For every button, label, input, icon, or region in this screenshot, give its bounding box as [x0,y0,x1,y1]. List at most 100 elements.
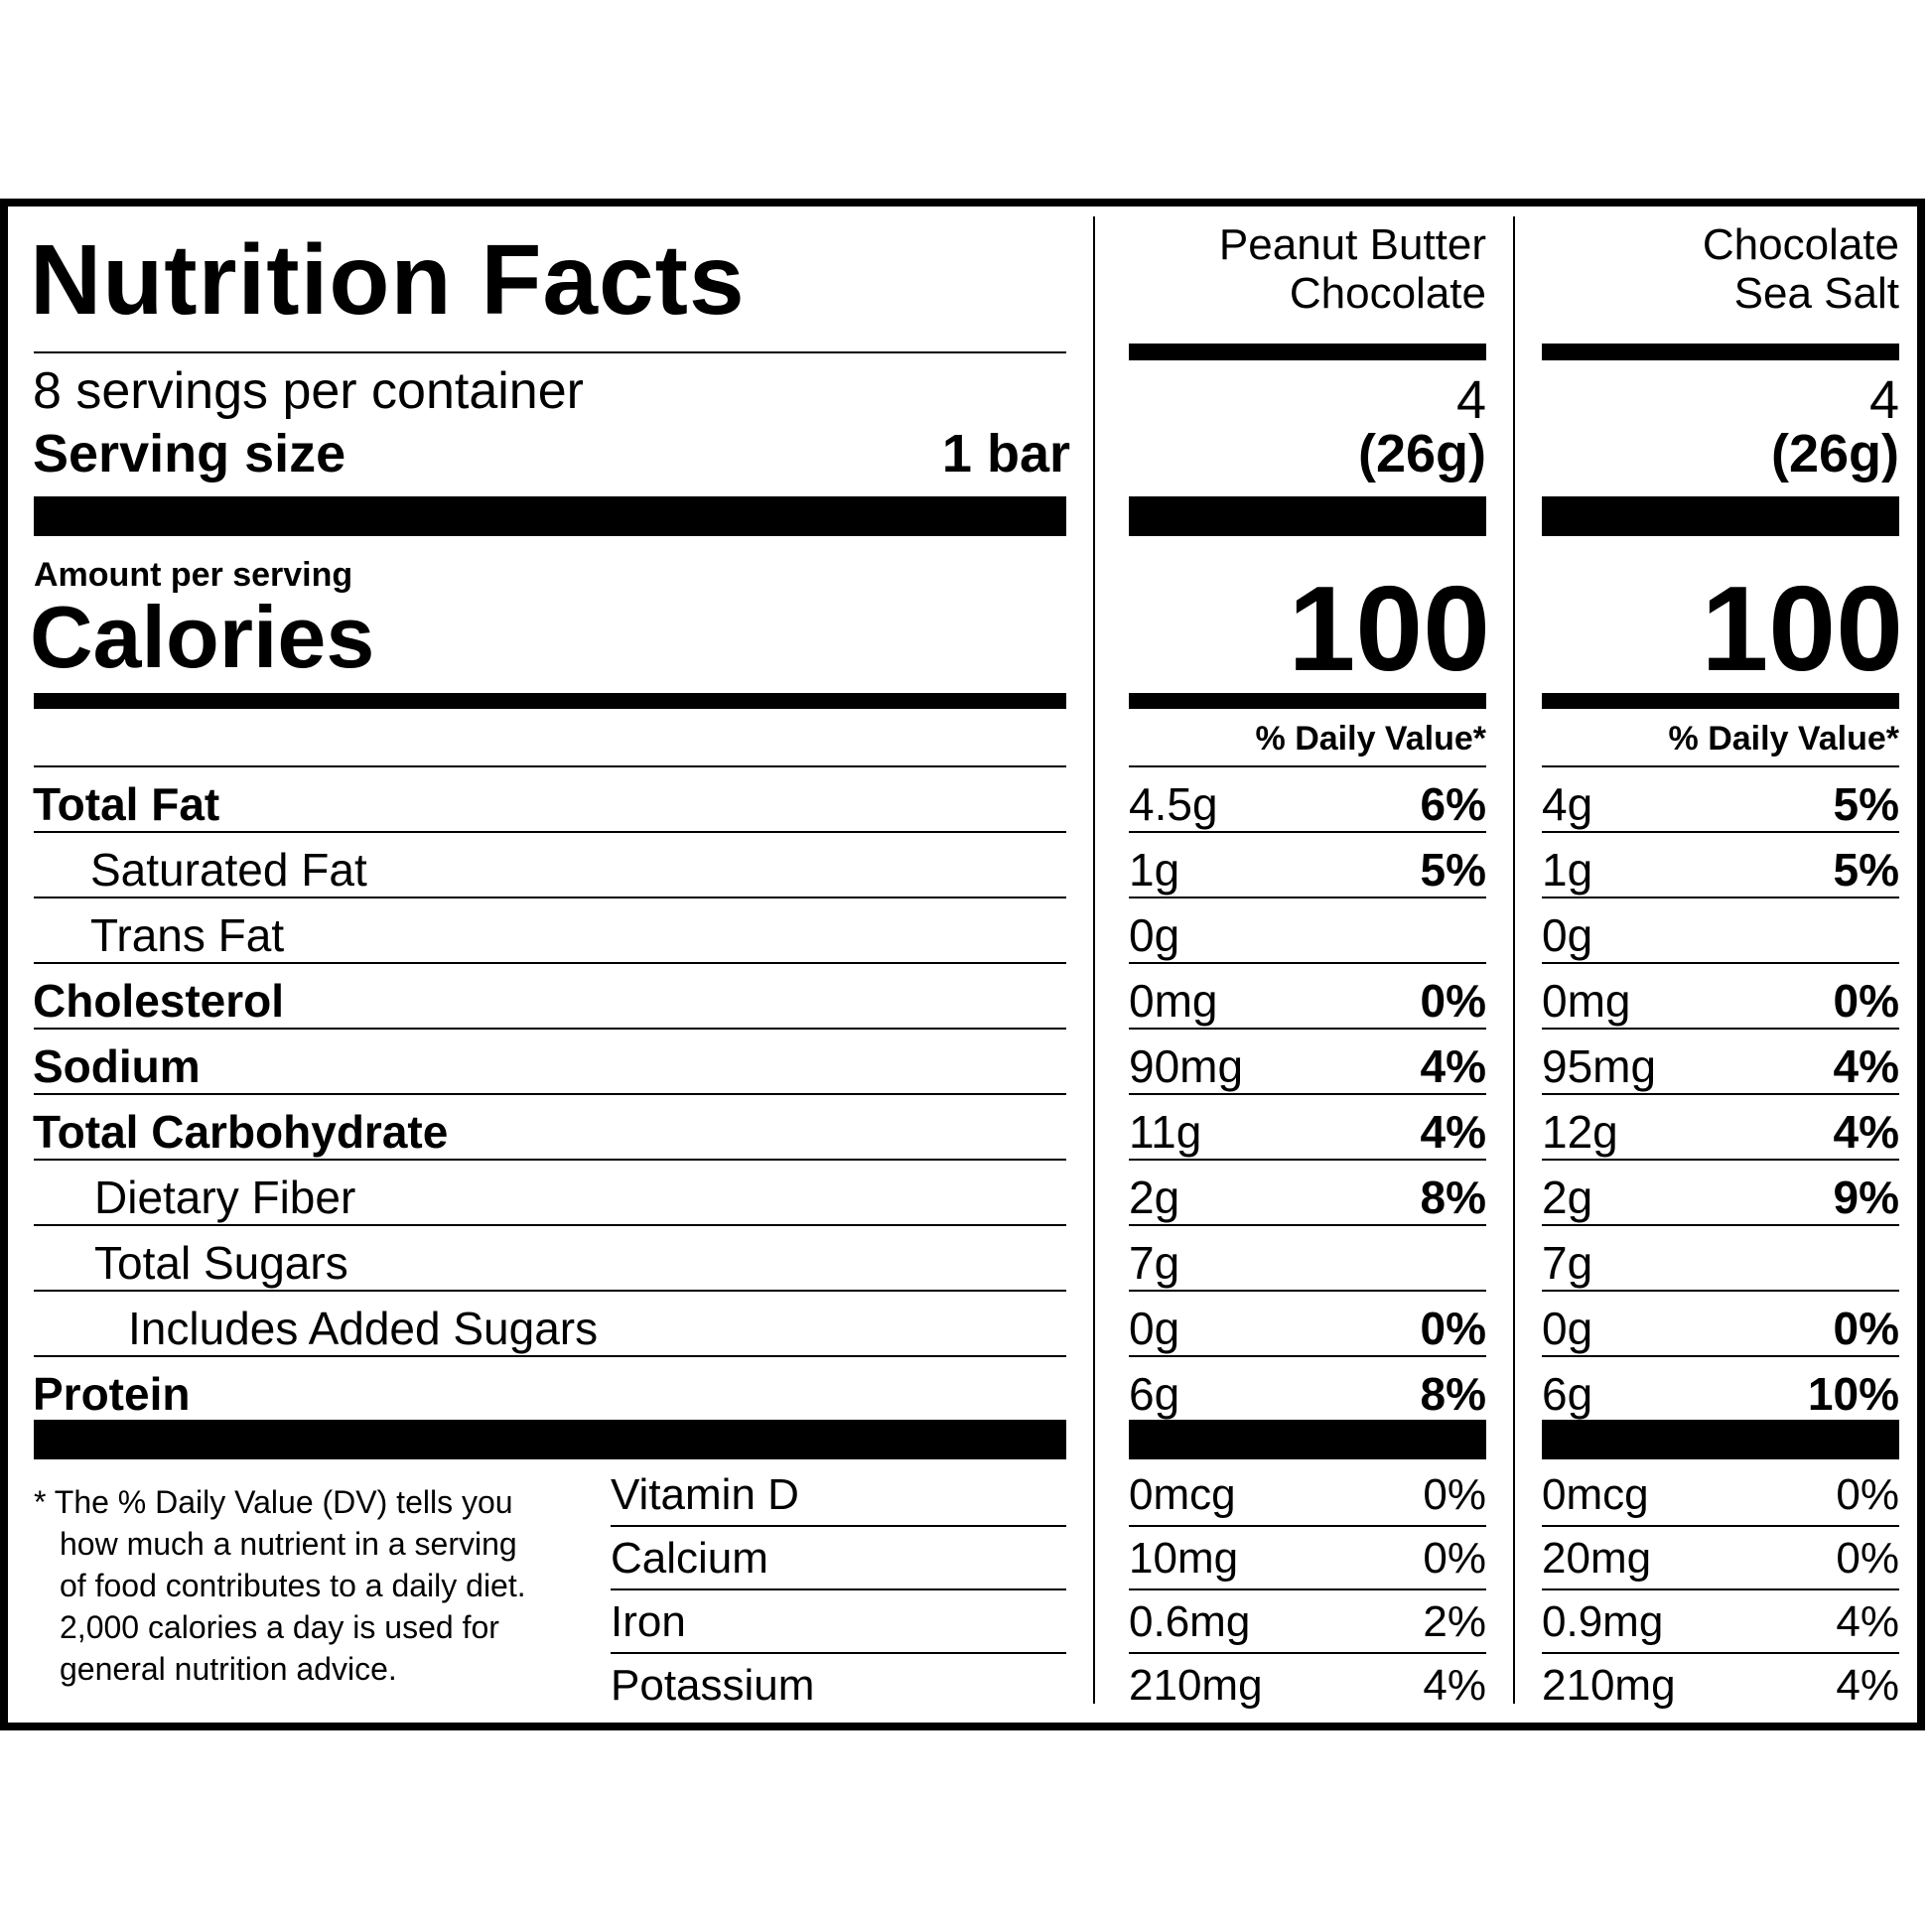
product-1-nutrient-amount: 0mg [1129,975,1218,1027]
divider-thin [1129,897,1486,898]
product-1-nutrient-amount: 6g [1129,1368,1180,1420]
serving-size-label: Serving size [33,424,346,483]
divider-thin [1542,831,1899,833]
divider-medium [1542,693,1899,709]
product-1-calories: 100 [1288,561,1490,696]
divider-thin [34,765,1066,767]
footnote-line: general nutrition advice. [60,1651,397,1687]
divider-thin [34,1159,1066,1161]
divider-thin [1542,1355,1899,1357]
nutrient-label: Total Sugars [94,1237,348,1289]
divider-thin [1542,1224,1899,1226]
product-1-nutrient-dv: 0% [1420,975,1486,1027]
product-1-nutrient-amount: 0g [1129,909,1180,961]
product-2-nutrient-dv: 0% [1833,1303,1899,1354]
product-2-nutrient-dv: 0% [1833,975,1899,1027]
product-1-vitamin-amount: 10mg [1129,1534,1239,1583]
nutrient-label: Saturated Fat [90,844,367,896]
divider-thin [34,1355,1066,1357]
divider-thin [1129,1028,1486,1030]
servings-per-container: 8 servings per container [33,362,584,420]
label-title: Nutrition Facts [30,224,746,336]
divider-thin [1129,1290,1486,1292]
product-1-nutrient-dv: 4% [1420,1040,1486,1092]
product-2-nutrient-amount: 0g [1542,909,1593,961]
product-1-vitamin-dv: 0% [1423,1470,1486,1519]
divider-thin [1542,1028,1899,1030]
divider-thin [611,1588,1066,1590]
product-2-nutrient-dv: 5% [1833,778,1899,830]
divider-thin [1129,1525,1486,1527]
product-2-vitamin-amount: 20mg [1542,1534,1652,1583]
product-1-nutrient-amount: 2g [1129,1172,1180,1223]
divider-thin [1129,962,1486,964]
product-1-nutrient-amount: 4.5g [1129,778,1218,830]
vitamin-label: Vitamin D [611,1470,799,1519]
product-1-nutrient-amount: 11g [1129,1106,1202,1158]
product-2-servings: 4 [1868,370,1899,430]
product-2-nutrient-amount: 12g [1542,1106,1618,1158]
nutrition-label-panel [0,199,1925,1730]
divider-thin [34,1093,1066,1095]
product-1-nutrient-dv: 4% [1420,1106,1486,1158]
product-2-vitamin-dv: 4% [1836,1661,1899,1710]
divider-thin [1129,1652,1486,1654]
calories-label: Calories [30,588,375,686]
footnote-line: of food contributes to a daily diet. [60,1568,526,1603]
amount-per-serving: Amount per serving [34,556,353,594]
divider-thin [1542,1588,1899,1590]
product-1-vitamin-dv: 4% [1423,1661,1486,1710]
divider-thin [1129,765,1486,767]
product-1-nutrient-dv: 6% [1420,778,1486,830]
divider-thick [1129,1420,1486,1459]
product-1-nutrient-dv: 0% [1420,1303,1486,1354]
product-2-nutrient-amount: 6g [1542,1368,1593,1420]
divider-thick [1129,496,1486,536]
divider-thin [34,897,1066,898]
serving-size-value: 1 bar [941,424,1070,483]
divider-thick [1542,496,1899,536]
nutrient-label: Protein [33,1368,191,1420]
product-2-nutrient-amount: 1g [1542,844,1593,896]
product-2-serving-weight: (26g) [1770,424,1899,483]
product-2-vitamin-amount: 0mcg [1542,1470,1649,1519]
product-1-nutrient-amount: 7g [1129,1237,1180,1289]
footnote-line: 2,000 calories a day is used for [60,1609,499,1645]
divider-thin [1129,1588,1486,1590]
product-1-name-line1: Peanut Butter [1218,220,1486,269]
product-2-nutrient-dv: 4% [1833,1106,1899,1158]
product-1-name: Peanut Butter Chocolate [1219,220,1486,319]
divider-thin [1542,1093,1899,1095]
product-1-dv-header: % Daily Value* [1255,720,1486,758]
product-2-vitamin-amount: 210mg [1542,1661,1676,1710]
divider-thin [611,1652,1066,1654]
divider-thin [1542,962,1899,964]
divider-thin [34,962,1066,964]
divider-medium [1542,344,1899,360]
daily-value-footnote: * The % Daily Value (DV) tells you how m… [34,1481,526,1690]
divider-thin [1542,897,1899,898]
column-divider [1513,216,1515,1704]
divider-thick [1542,1420,1899,1459]
product-1-vitamin-dv: 0% [1423,1534,1486,1583]
divider-thick [34,1420,1066,1459]
divider-thin [1129,1224,1486,1226]
divider-medium [34,693,1066,709]
divider-thin [1542,1159,1899,1161]
divider-thin [1542,765,1899,767]
nutrient-label: Total Carbohydrate [33,1106,449,1158]
vitamin-label: Potassium [611,1661,815,1710]
divider-medium [1129,344,1486,360]
product-1-nutrient-amount: 0g [1129,1303,1180,1354]
product-1-vitamin-amount: 0mcg [1129,1470,1236,1519]
footnote-line: how much a nutrient in a serving [60,1526,517,1562]
product-2-name-line2: Sea Salt [1733,269,1899,319]
divider-thin [34,1224,1066,1226]
product-2-nutrient-dv: 10% [1807,1368,1899,1420]
product-1-nutrient-amount: 90mg [1129,1040,1244,1092]
product-2-vitamin-dv: 0% [1836,1470,1899,1519]
product-1-nutrient-dv: 5% [1420,844,1486,896]
product-1-serving-weight: (26g) [1357,424,1486,483]
divider-thick [34,496,1066,536]
divider-thin [1542,1525,1899,1527]
